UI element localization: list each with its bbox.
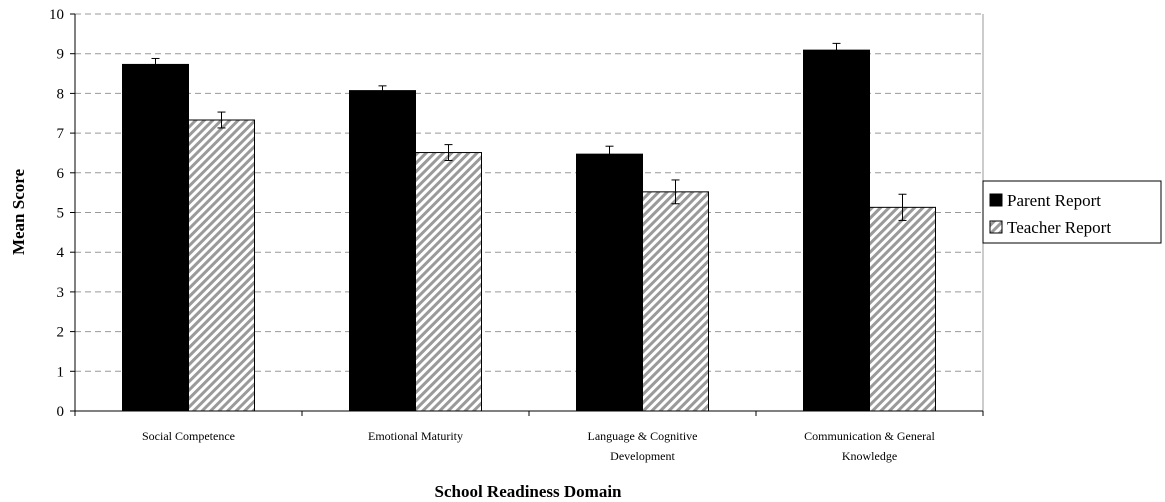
bar-teacher-2 (642, 191, 709, 412)
x-tick-label: Emotional Maturity (368, 429, 463, 443)
x-tick-label: Social Competence (142, 429, 235, 443)
x-axis-label: School Readiness Domain (434, 482, 622, 501)
x-tick-label: Language & Cognitive Development (588, 429, 698, 463)
bar-teacher-3 (869, 206, 936, 412)
bar-teacher-0 (188, 119, 255, 412)
bar-parent-1 (349, 90, 416, 412)
y-tick-label: 7 (57, 126, 65, 142)
y-tick-label: 5 (57, 206, 65, 222)
legend-label-teacher: Teacher Report (1007, 218, 1111, 237)
y-tick-label: 0 (57, 404, 65, 420)
legend-label-parent: Parent Report (1007, 191, 1101, 210)
bars (122, 42, 936, 412)
y-tick-label: 2 (57, 325, 65, 341)
error-bar (378, 85, 387, 96)
error-bar (444, 144, 453, 161)
legend: Parent Report Teacher Report (982, 180, 1162, 244)
axes: 0 1 2 3 4 5 6 7 8 9 10 Social Competence Emotional M… (49, 7, 984, 463)
y-tick-label: 8 (57, 86, 65, 102)
error-bar (151, 57, 160, 71)
error-bar (671, 179, 680, 205)
error-bar (832, 42, 841, 58)
error-bar (898, 193, 907, 221)
legend-swatch-teacher (989, 220, 1003, 234)
bar-parent-3 (803, 49, 870, 412)
y-tick-label: 9 (57, 47, 65, 63)
error-bar (605, 145, 614, 163)
bar-parent-2 (576, 153, 643, 412)
y-tick-label: 10 (49, 7, 64, 23)
bar-teacher-1 (415, 152, 482, 412)
x-tick-label: Communication & General Knowledge (804, 429, 935, 463)
y-tick-label: 3 (57, 285, 65, 301)
legend-box (982, 180, 1162, 244)
y-tick-label: 1 (57, 364, 65, 380)
y-axis-label: Mean Score (9, 169, 28, 256)
error-bar (217, 111, 226, 129)
y-tick-label: 6 (57, 166, 65, 182)
y-tick-label: 4 (57, 245, 65, 261)
axis-labels: Mean Score School Readiness Domain (9, 169, 622, 501)
bar-parent-0 (122, 63, 189, 412)
legend-swatch-parent (989, 193, 1003, 207)
